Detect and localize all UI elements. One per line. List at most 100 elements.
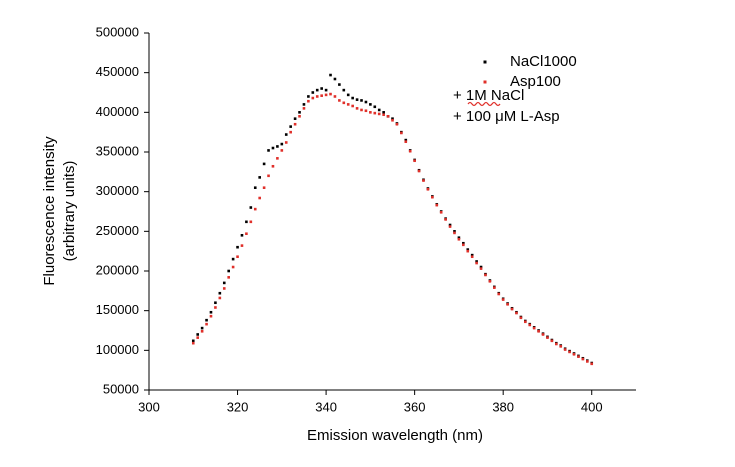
- data-point: [360, 99, 363, 102]
- data-point: [493, 286, 496, 289]
- data-point: [404, 140, 408, 143]
- data-point: [528, 323, 532, 327]
- data-point: [236, 245, 239, 249]
- data-point: [200, 329, 204, 333]
- data-point: [214, 306, 217, 309]
- data-point: [307, 95, 310, 98]
- data-point: [360, 108, 363, 112]
- y-tick-label: 500000: [96, 24, 139, 39]
- annotation: + 100 μM L-Asp: [453, 108, 560, 125]
- legend-label: NaCl1000: [510, 53, 577, 70]
- data-point: [315, 95, 319, 98]
- x-tick-label: 340: [315, 399, 337, 414]
- data-point: [448, 223, 452, 227]
- data-point: [284, 133, 288, 136]
- data-point: [355, 107, 359, 110]
- data-point: [404, 138, 408, 142]
- data-point: [457, 237, 461, 241]
- data-point: [311, 91, 315, 94]
- data-point: [488, 280, 492, 283]
- data-point: [236, 255, 239, 259]
- data-point: [320, 94, 323, 97]
- data-point: [413, 159, 416, 163]
- data-point: [563, 348, 567, 351]
- data-point: [249, 220, 253, 224]
- data-point: [315, 88, 319, 92]
- data-point: [590, 362, 594, 366]
- data-point: [391, 117, 394, 120]
- data-point: [581, 357, 585, 361]
- data-point: [298, 111, 301, 114]
- data-point: [479, 265, 483, 269]
- data-point: [205, 322, 208, 326]
- x-tick-label: 300: [138, 399, 160, 414]
- data-point: [338, 83, 341, 86]
- data-point: [417, 169, 421, 173]
- x-tick-label: 360: [404, 399, 426, 414]
- y-tick-label: 100000: [96, 342, 139, 357]
- data-point: [245, 220, 248, 224]
- data-point: [307, 99, 310, 103]
- data-point: [369, 103, 372, 106]
- data-point: [462, 243, 465, 247]
- data-point: [280, 142, 284, 146]
- data-point: [559, 345, 563, 348]
- data-point: [324, 88, 328, 92]
- x-tick-label: 400: [581, 399, 603, 414]
- data-point: [457, 236, 461, 239]
- data-point: [227, 269, 230, 273]
- legend-label: Asp100: [510, 73, 561, 90]
- data-point: [245, 232, 248, 236]
- data-point: [391, 118, 394, 122]
- data-point: [364, 100, 368, 104]
- data-point: [258, 176, 261, 179]
- data-point: [550, 339, 554, 343]
- data-point: [311, 96, 315, 100]
- data-point: [205, 318, 208, 322]
- data-point: [586, 360, 589, 363]
- data-point: [462, 241, 465, 245]
- y-tick-label: 300000: [96, 183, 139, 198]
- data-point: [262, 186, 266, 189]
- y-tick-label: 200000: [96, 262, 139, 277]
- data-point: [329, 92, 332, 96]
- data-point: [377, 108, 381, 112]
- data-point: [470, 253, 474, 257]
- data-point: [519, 316, 523, 320]
- data-point: [249, 206, 253, 209]
- data-point: [497, 292, 501, 296]
- data-point: [222, 287, 226, 290]
- data-point: [577, 355, 580, 358]
- data-point: [231, 257, 235, 261]
- data-point: [218, 291, 222, 295]
- data-point: [466, 249, 470, 253]
- data-point: [227, 276, 230, 279]
- data-point: [453, 230, 456, 233]
- annotation: + 1M NaCl: [453, 87, 524, 104]
- data-point: [541, 333, 545, 336]
- data-point: [395, 122, 399, 126]
- data-point: [351, 104, 354, 108]
- data-point: [546, 336, 549, 339]
- data-point: [271, 146, 275, 150]
- data-point: [479, 267, 483, 270]
- data-point: [510, 307, 514, 311]
- data-point: [196, 333, 199, 336]
- data-point: [284, 141, 288, 144]
- x-tick-label: 320: [227, 399, 249, 414]
- data-point: [298, 115, 301, 118]
- data-point: [386, 115, 390, 118]
- data-point: [271, 164, 275, 168]
- data-point: [191, 339, 195, 343]
- data-point: [222, 281, 226, 285]
- data-point: [475, 260, 478, 263]
- y-tick-label: 400000: [96, 104, 139, 119]
- data-point: [267, 174, 270, 178]
- data-point: [333, 95, 337, 98]
- data-point: [369, 111, 372, 114]
- data-point: [338, 99, 341, 102]
- data-point: [532, 326, 536, 330]
- data-point: [382, 111, 385, 114]
- data-point: [196, 336, 199, 339]
